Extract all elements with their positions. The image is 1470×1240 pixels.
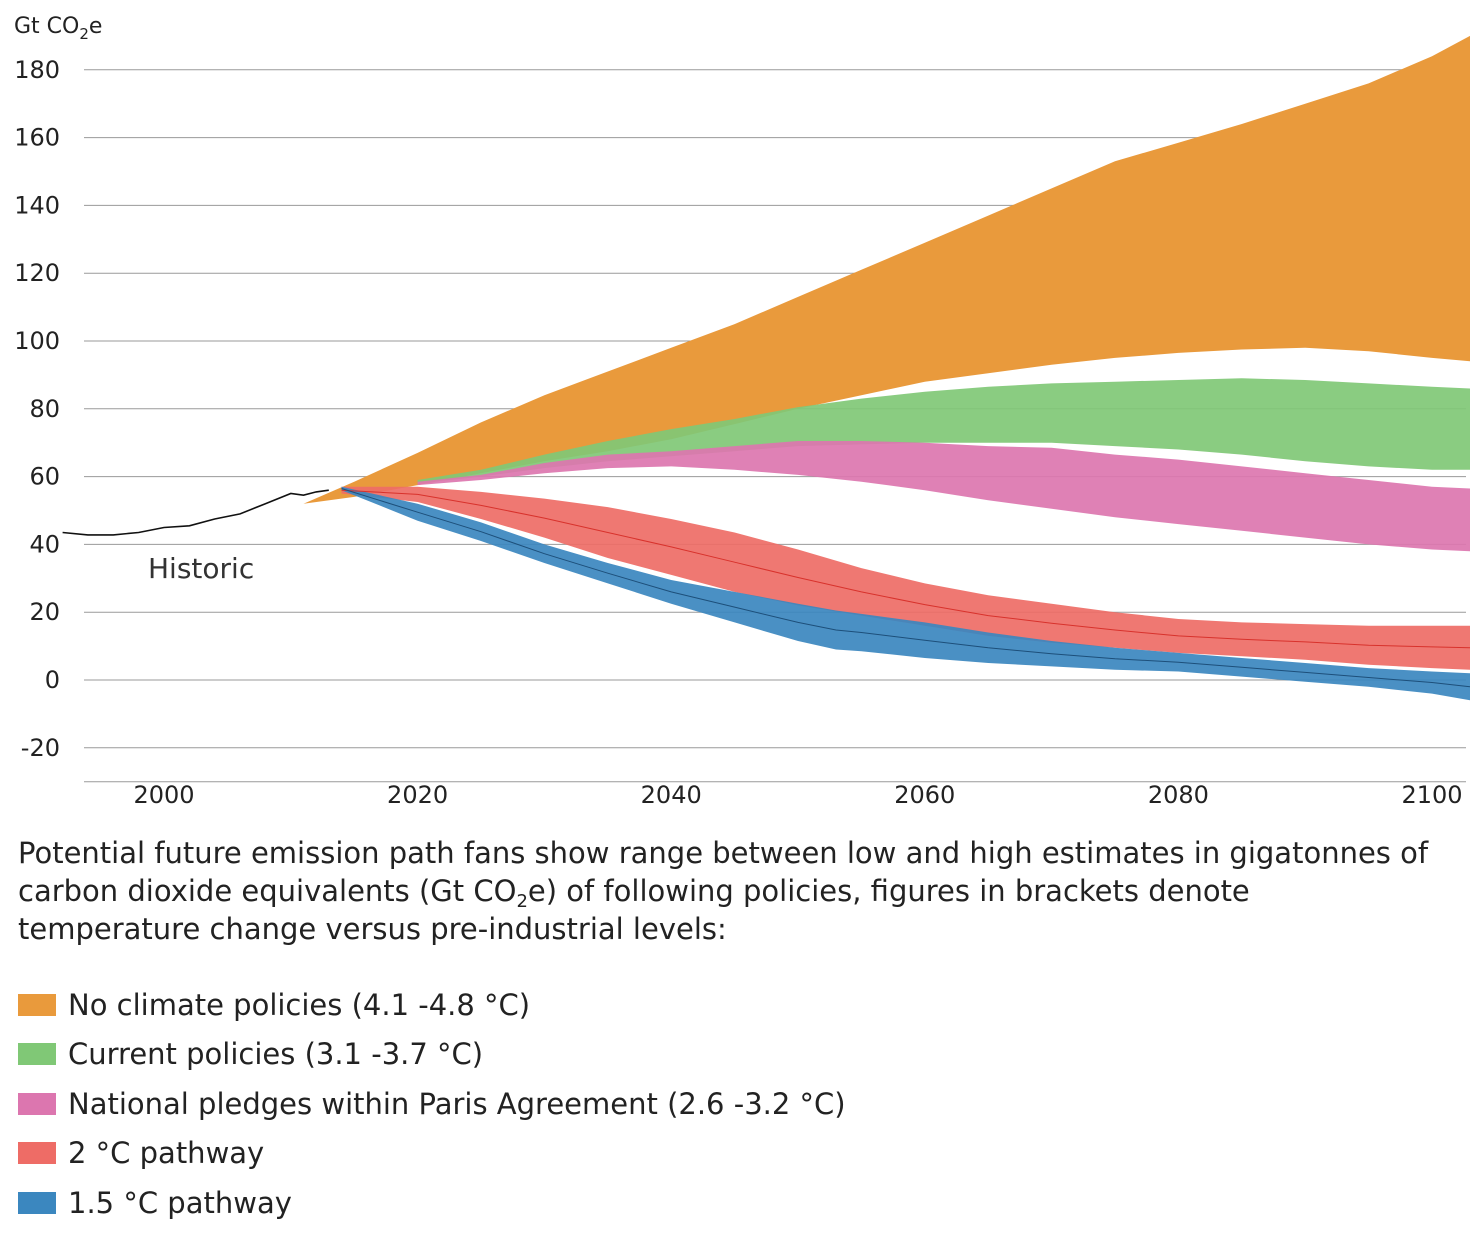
caption-text-2: e) of following policies, figures in bra… [18,874,1250,946]
band-current-policies [417,378,1470,484]
y-tick-label: 20 [29,598,60,626]
y-tick-label: 180 [14,56,60,84]
band-national-pledges [417,441,1470,552]
y-tick-label: 160 [14,124,60,152]
legend-swatch [18,1092,56,1115]
band-1-5c-pathway [341,486,1470,701]
legend-item-national-pledges: National pledges within Paris Agreement … [18,1079,846,1129]
legend-label: 1.5 °C pathway [68,1185,292,1220]
y-axis: -20 0 20 40 60 80 100 120 140 160 180 [14,56,60,762]
y-tick-label: 60 [29,463,60,491]
y-tick-label: 0 [45,666,60,694]
emission-bands [303,35,1470,701]
legend: No climate policies (4.1 -4.8 °C) Curren… [18,980,846,1228]
x-tick-label: 2060 [894,781,955,809]
legend-item-1-5c-pathway: 1.5 °C pathway [18,1178,846,1228]
y-tick-label: 120 [14,259,60,287]
y-tick-label: 100 [14,327,60,355]
band-2c-pathway [341,486,1470,670]
legend-item-no-climate-policies: No climate policies (4.1 -4.8 °C) [18,980,846,1030]
legend-label: Current policies (3.1 -3.7 °C) [68,1037,484,1072]
y-tick-label: 40 [29,530,60,558]
historic-annotation: Historic [148,552,254,585]
x-axis: 2000 2020 2040 2060 2080 2100 [133,781,1462,809]
legend-item-2c-pathway: 2 °C pathway [18,1129,846,1179]
legend-swatch [18,993,56,1016]
y-tick-label: 80 [29,395,60,423]
caption-subscript: 2 [516,891,528,912]
historic-lines [62,488,1470,688]
legend-label: 2 °C pathway [68,1136,265,1171]
legend-swatch [18,1043,56,1066]
x-tick-label: 2020 [387,781,448,809]
x-tick-label: 2040 [641,781,702,809]
legend-swatch [18,1191,56,1214]
pathway-median-line [341,489,1470,649]
x-tick-label: 2100 [1401,781,1462,809]
x-tick-label: 2000 [133,781,194,809]
legend-label: National pledges within Paris Agreement … [68,1086,846,1121]
historic-line [62,489,329,536]
chart-caption: Potential future emission path fans show… [18,834,1438,948]
y-axis-unit-label: Gt CO2e [14,14,102,43]
legend-swatch [18,1142,56,1165]
legend-label: No climate policies (4.1 -4.8 °C) [68,987,531,1022]
legend-item-current-policies: Current policies (3.1 -3.7 °C) [18,1030,846,1080]
pathway-median-line [341,488,1470,688]
band-no-climate-policies [303,35,1470,504]
y-tick-label: 140 [14,191,60,219]
caption-text-1: Potential future emission path fans show… [18,836,1429,908]
x-tick-label: 2080 [1148,781,1209,809]
y-tick-label: -20 [21,734,60,762]
